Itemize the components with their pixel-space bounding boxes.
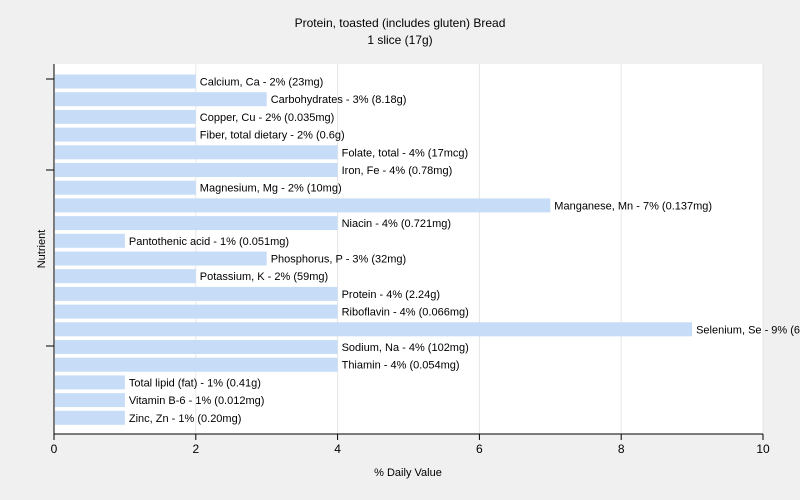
bar-label: Carbohydrates - 3% (8.18g) (271, 94, 407, 106)
chart-subtitle: 1 slice (17g) (367, 33, 432, 47)
bar (55, 198, 551, 213)
bar (55, 357, 338, 372)
x-tick-label: 8 (618, 442, 625, 456)
bar-label: Folate, total - 4% (17mcg) (342, 147, 469, 159)
bar (55, 145, 338, 160)
x-tick-label: 4 (334, 442, 341, 456)
bar-label: Copper, Cu - 2% (0.035mg) (200, 112, 335, 124)
bar (55, 109, 196, 124)
bar-label: Iron, Fe - 4% (0.78mg) (342, 165, 453, 177)
bar-label: Fiber, total dietary - 2% (0.6g) (200, 130, 345, 142)
bar-label: Potassium, K - 2% (59mg) (200, 271, 328, 283)
bar-label: Protein - 4% (2.24g) (342, 289, 440, 301)
bar-label: Magnesium, Mg - 2% (10mg) (200, 183, 342, 195)
axes-group: 0 2 4 6 8 10 (46, 64, 770, 456)
bar (55, 322, 693, 337)
x-axis-title: % Daily Value (374, 467, 442, 479)
bar (55, 163, 338, 177)
bar (55, 269, 196, 284)
bar (55, 304, 338, 319)
bar (55, 92, 267, 107)
bar (55, 375, 125, 390)
x-tick-label: 10 (756, 442, 770, 456)
bar-label: Total lipid (fat) - 1% (0.41g) (129, 377, 261, 389)
bar-label: Manganese, Mn - 7% (0.137mg) (554, 200, 712, 212)
bar (55, 340, 338, 354)
bars-group: Calcium, Ca - 2% (23mg) Carbohydrates - 3… (55, 74, 800, 425)
x-tick-label: 2 (192, 442, 199, 456)
plot-area (54, 64, 763, 434)
bar (55, 393, 125, 408)
bar-label: Riboflavin - 4% (0.066mg) (342, 307, 469, 319)
bar (55, 233, 125, 248)
x-tick-label: 6 (476, 442, 483, 456)
bar (55, 127, 196, 142)
bar (55, 410, 125, 425)
bar (55, 286, 338, 301)
bar (55, 251, 267, 266)
bar (55, 180, 196, 195)
bar-label: Pantothenic acid - 1% (0.051mg) (129, 236, 289, 248)
gridlines (195, 64, 764, 434)
bar-label: Selenium, Se - 9% (6.2mcg) (696, 324, 800, 336)
bar (55, 74, 196, 89)
bar-label: Vitamin B-6 - 1% (0.012mg) (129, 395, 265, 407)
bar (55, 216, 338, 231)
bar-label: Phosphorus, P - 3% (32mg) (271, 254, 407, 266)
bar-label: Calcium, Ca - 2% (23mg) (200, 77, 323, 89)
bar-label: Sodium, Na - 4% (102mg) (342, 342, 469, 354)
chart-title: Protein, toasted (includes gluten) Bread (295, 16, 506, 30)
bar-label: Thiamin - 4% (0.054mg) (342, 360, 460, 372)
bar-label: Niacin - 4% (0.721mg) (342, 218, 451, 230)
y-axis-title: Nutrient (36, 230, 48, 269)
x-tick-label: 0 (51, 442, 58, 456)
bar-label: Zinc, Zn - 1% (0.20mg) (129, 413, 241, 425)
